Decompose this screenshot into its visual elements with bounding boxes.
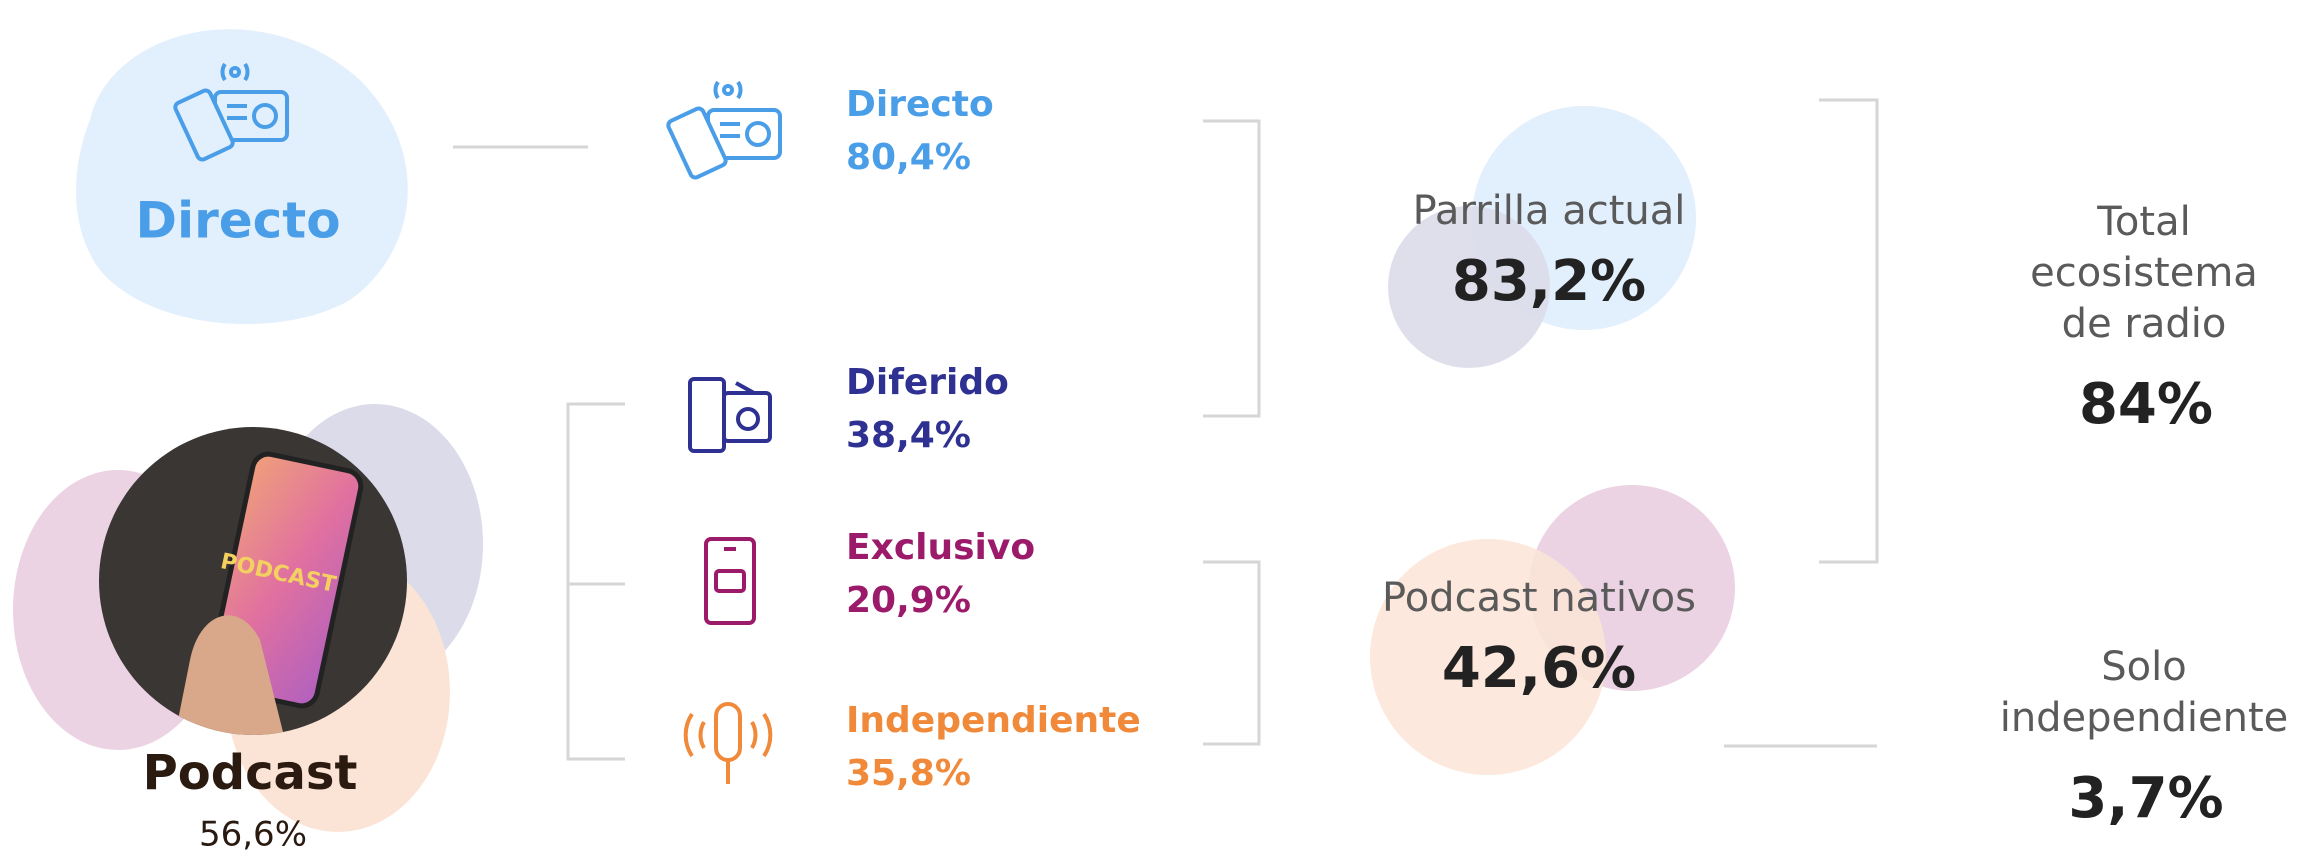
replay-icon (688, 377, 772, 453)
item-label: Diferido (846, 362, 1009, 403)
phone-icon (704, 537, 756, 625)
total-value: 84% (2079, 372, 2213, 437)
bracket (1203, 119, 1261, 418)
group-value: 42,6% (1442, 636, 1636, 701)
item-value: 80,4% (846, 137, 971, 178)
group-value: 83,2% (1452, 249, 1646, 314)
item-value: 38,4% (846, 415, 971, 456)
group-label: Podcast nativos (1382, 575, 1696, 621)
total-label: ecosistema (2030, 250, 2258, 296)
blob (76, 29, 408, 325)
item-value: 35,8% (846, 753, 971, 794)
total-label: de radio (2062, 301, 2227, 347)
bracket (1819, 98, 1879, 564)
total-label: independiente (2000, 695, 2289, 741)
radio-icon (173, 62, 289, 162)
item-label: Exclusivo (846, 527, 1035, 568)
total-label: Total (2096, 199, 2190, 245)
photo: PODCAST (99, 427, 407, 735)
bracket (566, 402, 625, 761)
source-label: Podcast (143, 745, 358, 801)
item-value: 20,9% (846, 580, 971, 621)
total-value: 3,7% (2068, 766, 2223, 831)
source-label: Directo (135, 192, 340, 250)
circle (1388, 206, 1550, 368)
mic-icon (683, 702, 773, 784)
bracket (1203, 560, 1261, 746)
group-label: Parrilla actual (1413, 188, 1686, 234)
source-value: 56,6% (199, 815, 307, 855)
item-label: Directo (846, 84, 994, 125)
circle (1370, 539, 1606, 775)
radio-icon (666, 80, 782, 180)
item-label: Independiente (846, 700, 1141, 741)
total-label: Solo (2101, 644, 2186, 690)
